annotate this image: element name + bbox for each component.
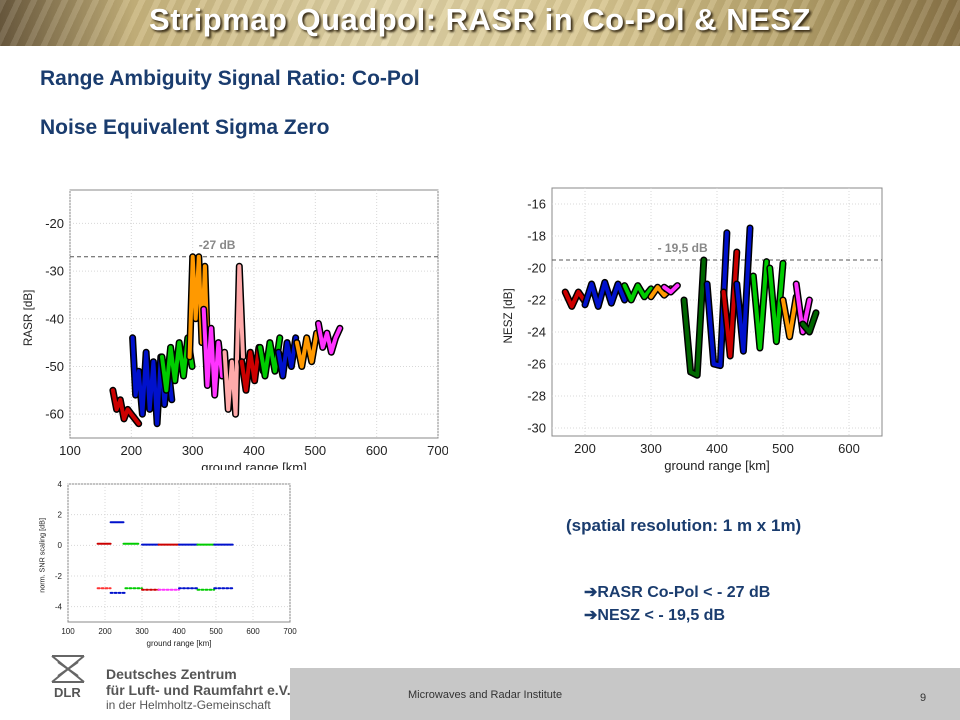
x-tick-label: 200 <box>574 441 596 456</box>
series-line <box>682 258 706 378</box>
nesz-chart: 200 300 400 500 600 -16 -18 -20 -22 -24 -26 -28 -30 g… <box>502 187 883 473</box>
logo-abbreviation: DLR <box>54 685 81 700</box>
y-tick-label: -60 <box>45 407 64 422</box>
y-tick-label: -22 <box>527 293 546 308</box>
y-tick-label: -16 <box>527 197 546 212</box>
x-tick-label: 300 <box>182 443 204 458</box>
rasr-chart: 100 200 300 400 500 600 700 -20 -30 -40 -50 -60 grou… <box>22 189 448 470</box>
series-line <box>222 264 245 417</box>
series-line <box>110 388 141 426</box>
footer-band <box>290 668 960 720</box>
y-tick-label: -40 <box>45 311 64 326</box>
y-tick-label: -2 <box>55 572 63 581</box>
x-tick-label: 600 <box>838 441 860 456</box>
y-tick-label: -30 <box>527 421 546 436</box>
x-tick-label: 400 <box>706 441 728 456</box>
title-banner <box>0 0 960 46</box>
x-tick-label: 300 <box>135 627 149 636</box>
y-tick-label: 4 <box>58 480 63 489</box>
slide-title: Stripmap Quadpol: RASR in Co-Pol & NESZ <box>149 2 811 37</box>
subtitle-rasr: Range Ambiguity Signal Ratio: Co-Pol <box>40 67 420 90</box>
result-rasr: ➔RASR Co-Pol < - 27 dB <box>584 582 770 602</box>
series-line <box>622 283 653 302</box>
x-tick-label: 500 <box>209 627 223 636</box>
page-number: 9 <box>920 692 927 704</box>
arrow-right-icon: ➔ <box>584 607 598 624</box>
x-tick-label: 100 <box>61 627 75 636</box>
x-tick-label: 200 <box>120 443 142 458</box>
spatial-resolution-note: (spatial resolution: 1 m x 1m) <box>566 516 802 535</box>
series-line <box>187 254 210 369</box>
result-nesz: ➔NESZ < - 19,5 dB <box>584 605 725 625</box>
series-line <box>276 335 298 378</box>
x-tick-label: 600 <box>366 443 388 458</box>
x-tick-label: 400 <box>243 443 265 458</box>
series-line <box>662 283 680 294</box>
y-axis-label: RASR [dB] <box>22 290 35 347</box>
y-tick-label: -26 <box>527 357 546 372</box>
x-tick-label: 700 <box>283 627 297 636</box>
y-tick-label: -30 <box>45 264 64 279</box>
series-line <box>734 226 752 354</box>
x-axis-label: ground range [km] <box>664 458 770 473</box>
logo-line-3: in der Helmholtz-Gemeinschaft <box>106 698 271 712</box>
result-nesz-text: NESZ < - 19,5 dB <box>597 607 725 624</box>
arrow-right-icon: ➔ <box>584 584 598 601</box>
series-line <box>800 310 818 334</box>
x-tick-label: 200 <box>98 627 112 636</box>
y-tick-label: -28 <box>527 389 546 404</box>
footer-institute: Microwaves and Radar Institute <box>408 689 563 701</box>
x-tick-label: 300 <box>640 441 662 456</box>
x-axis-label: ground range [km] <box>147 639 212 648</box>
logo-line-2: für Luft- und Raumfahrt e.V. <box>106 682 291 698</box>
x-tick-label: 700 <box>427 443 448 458</box>
threshold-label: - 19,5 dB <box>658 241 708 255</box>
series-line <box>294 331 319 369</box>
threshold-label: -27 dB <box>199 238 236 252</box>
x-tick-label: 500 <box>304 443 326 458</box>
snr-scaling-chart: 100 200 300 400 500 600 700 4 2 0 -2 -4 ground range… <box>37 480 297 648</box>
y-tick-label: -24 <box>527 325 546 340</box>
series-line <box>767 261 785 344</box>
series-line <box>583 280 627 309</box>
series-line <box>201 307 225 398</box>
y-tick-label: -20 <box>45 216 64 231</box>
banner-texture <box>0 0 960 46</box>
series-line <box>781 294 799 339</box>
y-tick-label: 0 <box>58 541 63 550</box>
x-tick-label: 100 <box>59 443 81 458</box>
dlr-logo-icon <box>51 655 85 683</box>
x-tick-label: 600 <box>246 627 260 636</box>
y-tick-label: -4 <box>55 602 63 611</box>
logo-line-1: Deutsches Zentrum <box>106 666 237 682</box>
y-axis-label: NESZ [dB] <box>502 288 515 343</box>
x-tick-label: 500 <box>772 441 794 456</box>
y-tick-label: -50 <box>45 359 64 374</box>
x-axis-label: ground range [km] <box>201 460 307 470</box>
y-axis-label: norm. SNR scaling [dB] <box>37 518 46 593</box>
y-tick-label: 2 <box>58 510 63 519</box>
series-line <box>130 335 174 426</box>
x-tick-label: 400 <box>172 627 186 636</box>
series-line <box>751 259 769 350</box>
y-tick-label: -20 <box>527 261 546 276</box>
series-line <box>794 282 812 334</box>
series-line <box>316 321 342 355</box>
subtitle-nesz: Noise Equivalent Sigma Zero <box>40 116 330 139</box>
y-tick-label: -18 <box>527 229 546 244</box>
series-line <box>563 290 587 309</box>
result-rasr-text: RASR Co-Pol < - 27 dB <box>597 584 771 601</box>
